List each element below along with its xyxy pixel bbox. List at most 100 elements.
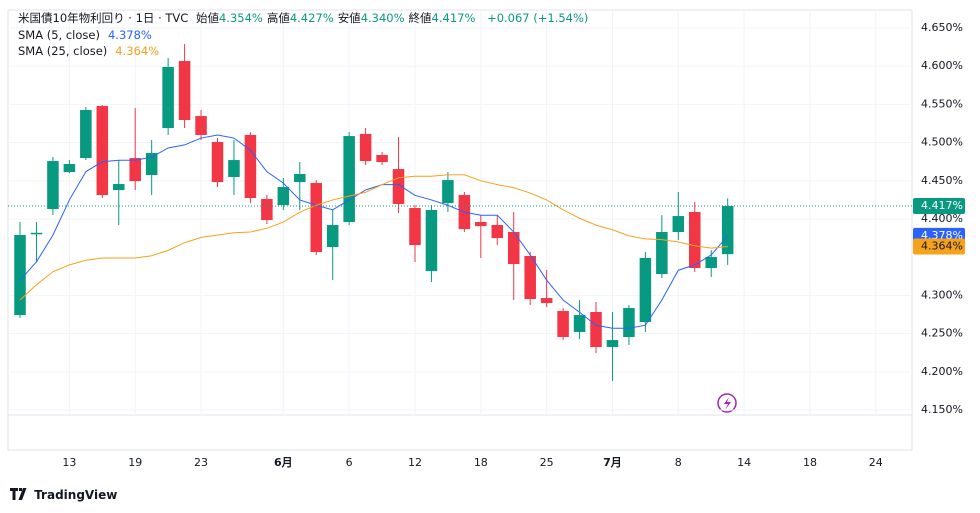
candle-body [491, 224, 504, 239]
field-label: 始値 [195, 11, 219, 25]
x-tick-label: 25 [540, 456, 554, 469]
x-tick-label: 14 [737, 456, 751, 469]
candle-body [162, 66, 174, 129]
candle-body [178, 61, 191, 121]
candle-body [129, 158, 141, 182]
event-bolt [724, 397, 731, 410]
x-tick-label: 13 [62, 456, 76, 469]
field-value: 4.340% [360, 11, 405, 25]
x-tick-label: 7月 [603, 456, 622, 469]
candle-body [294, 174, 306, 183]
field-label: 高値 [266, 11, 290, 25]
x-tick-label: 23 [194, 456, 208, 469]
x-tick-label: 12 [408, 456, 422, 469]
header: 米国債10年物利回り · 1日 · TVC 始値4.354% 高値4.427% 安値… [18, 10, 592, 26]
candle-body [442, 180, 454, 204]
candle-body [392, 169, 405, 205]
candle-body [540, 298, 553, 304]
candle-body [343, 136, 355, 223]
price-tag-label: 4.364% [921, 240, 963, 253]
sma-line [19, 174, 728, 301]
candle-body [359, 133, 372, 162]
candle-body [244, 134, 257, 199]
y-tick-label: 4.250% [921, 327, 963, 340]
x-tick-label: 8 [675, 456, 682, 469]
candle-body [507, 232, 520, 265]
candle-body [557, 311, 569, 337]
candle-body [475, 222, 487, 227]
legend-value: 4.378% [107, 28, 152, 42]
candle-body [211, 142, 224, 183]
candle-body [409, 208, 421, 246]
event-icon[interactable] [717, 393, 737, 413]
x-tick-label: 18 [803, 456, 817, 469]
legend-value: 4.364% [115, 44, 160, 58]
price-tag-label: 4.417% [921, 199, 963, 212]
candle-body [524, 256, 536, 300]
price-tag [913, 198, 965, 215]
x-tick-label: 6月 [274, 456, 293, 469]
candle-body [112, 184, 125, 190]
candle-body [261, 199, 273, 221]
field-value: 4.427% [289, 11, 334, 25]
candle-body [376, 155, 388, 163]
y-tick-label: 4.150% [921, 403, 963, 416]
candle-body [195, 116, 207, 135]
candle-body [63, 164, 76, 173]
field-label: 終値 [408, 11, 432, 25]
y-tick-label: 4.650% [921, 21, 963, 34]
candle-body [145, 153, 158, 176]
field-value: 4.354% [218, 11, 263, 25]
candle-body [80, 110, 92, 159]
x-tick-label: 24 [869, 456, 883, 469]
brand-name: TradingView [34, 488, 118, 502]
candle-body [672, 216, 685, 233]
field-value: 4.417% [431, 11, 476, 25]
candle-body [310, 183, 323, 253]
legend-name: SMA (25, close) [18, 44, 108, 58]
symbol-title: 米国債10年物利回り · 1日 · TVC [18, 11, 189, 25]
candle-body [14, 235, 26, 316]
sma-line [19, 134, 729, 329]
legend-name: SMA (5, close) [18, 28, 100, 42]
x-tick-label: 19 [128, 456, 142, 469]
x-tick-label: 18 [474, 456, 488, 469]
y-tick-label: 4.600% [921, 59, 963, 72]
candle-body [573, 315, 586, 333]
y-tick-label: 4.200% [921, 365, 963, 378]
candle-body [30, 232, 43, 235]
candle-body [606, 340, 619, 348]
plot [8, 10, 912, 415]
candle-body [590, 312, 602, 348]
ohlc-fields: 始値4.354% 高値4.427% 安値4.340% 終値4.417% [196, 11, 479, 25]
y-tick-label: 4.450% [921, 174, 963, 187]
legend: SMA (5, close) 4.378% SMA (25, close) 4.364… [18, 28, 163, 60]
price-tag [913, 238, 965, 255]
candle-body [656, 232, 668, 275]
candle-body [326, 224, 339, 247]
candle-body [705, 257, 717, 269]
y-tick-label: 4.300% [921, 288, 963, 301]
pane-border [7, 9, 913, 451]
candle-body [689, 212, 701, 269]
series [8, 43, 912, 382]
change: +0.067 (+1.54%) [487, 11, 589, 25]
y-tick-label: 4.550% [921, 97, 963, 110]
brand: TradingView [10, 487, 117, 502]
candle-body [277, 187, 290, 206]
legend-row[interactable]: SMA (5, close) 4.378% [18, 28, 163, 44]
x-tick-label: 6 [346, 456, 353, 469]
legend-row[interactable]: SMA (25, close) 4.364% [18, 44, 163, 60]
field-label: 安値 [337, 11, 361, 25]
candle-body [721, 206, 734, 255]
candle-body [425, 210, 438, 272]
candle-body [228, 160, 240, 178]
candle-body [96, 106, 109, 196]
candle-body [639, 257, 652, 323]
y-tick-label: 4.400% [921, 212, 963, 225]
candle-body [623, 308, 635, 337]
brand-icon [10, 488, 27, 500]
candle-body [47, 161, 59, 210]
